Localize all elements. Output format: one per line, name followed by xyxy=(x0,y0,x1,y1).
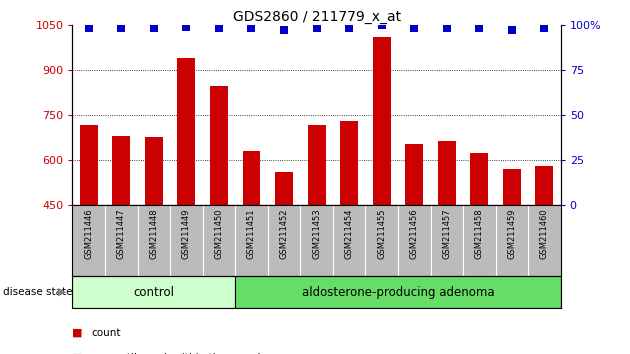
Text: GSM211458: GSM211458 xyxy=(475,209,484,259)
Bar xyxy=(471,153,488,205)
Point xyxy=(84,25,94,31)
Text: disease state: disease state xyxy=(3,287,72,297)
Text: GSM211446: GSM211446 xyxy=(84,209,93,259)
Bar xyxy=(80,125,98,205)
Text: GSM211448: GSM211448 xyxy=(149,209,158,259)
Point xyxy=(442,25,452,31)
Text: percentile rank within the sample: percentile rank within the sample xyxy=(91,353,267,354)
Text: GSM211450: GSM211450 xyxy=(214,209,224,259)
Text: GSM211447: GSM211447 xyxy=(117,209,126,259)
Point xyxy=(246,25,256,31)
Text: control: control xyxy=(134,286,175,298)
Point xyxy=(312,25,322,31)
Point xyxy=(539,25,549,31)
Bar xyxy=(210,86,228,205)
Bar xyxy=(235,276,561,308)
Bar xyxy=(145,137,163,205)
Point xyxy=(344,25,354,31)
Text: GSM211451: GSM211451 xyxy=(247,209,256,259)
Text: GSM211455: GSM211455 xyxy=(377,209,386,259)
Bar xyxy=(243,151,260,205)
Text: ■: ■ xyxy=(72,328,83,338)
Bar xyxy=(178,58,195,205)
Text: ■: ■ xyxy=(72,353,83,354)
Bar xyxy=(405,144,423,205)
Text: GSM211452: GSM211452 xyxy=(280,209,289,259)
Text: aldosterone-producing adenoma: aldosterone-producing adenoma xyxy=(302,286,495,298)
Point xyxy=(507,27,517,33)
Text: count: count xyxy=(91,328,121,338)
Point xyxy=(410,25,420,31)
Text: GSM211453: GSM211453 xyxy=(312,209,321,259)
Text: GSM211457: GSM211457 xyxy=(442,209,451,259)
Bar xyxy=(275,172,293,205)
Bar xyxy=(112,136,130,205)
Bar xyxy=(340,121,358,205)
Bar xyxy=(536,166,553,205)
Text: GSM211454: GSM211454 xyxy=(345,209,353,259)
Point xyxy=(279,27,289,33)
Title: GDS2860 / 211779_x_at: GDS2860 / 211779_x_at xyxy=(232,10,401,24)
Point xyxy=(149,25,159,31)
Bar xyxy=(438,141,455,205)
Text: GSM211449: GSM211449 xyxy=(182,209,191,259)
Bar xyxy=(307,125,326,205)
Text: GSM211456: GSM211456 xyxy=(410,209,419,259)
Text: GSM211460: GSM211460 xyxy=(540,209,549,259)
Bar xyxy=(503,169,521,205)
Bar xyxy=(373,37,391,205)
Text: GSM211459: GSM211459 xyxy=(507,209,517,259)
Bar xyxy=(72,276,235,308)
Point xyxy=(181,24,192,29)
Point xyxy=(116,25,126,31)
Point xyxy=(377,22,387,28)
Text: ▶: ▶ xyxy=(58,287,66,297)
Point xyxy=(214,25,224,31)
Point xyxy=(474,25,484,31)
